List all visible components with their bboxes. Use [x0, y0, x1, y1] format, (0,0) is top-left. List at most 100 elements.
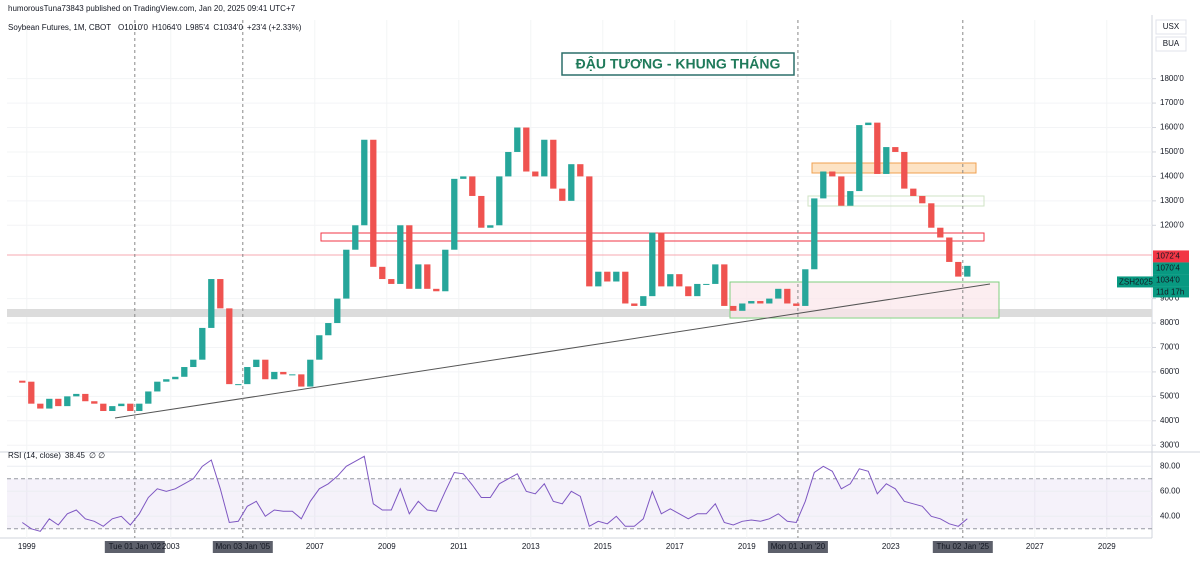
candle — [397, 225, 404, 284]
candle — [370, 139, 377, 267]
candle — [838, 176, 845, 206]
candle — [865, 122, 872, 126]
candle — [703, 283, 710, 285]
title-box — [561, 52, 795, 76]
candles — [19, 122, 971, 412]
countdown: 11d 17h — [1156, 288, 1184, 297]
candle — [442, 249, 449, 292]
candle — [613, 271, 620, 282]
candle — [802, 269, 809, 306]
candle — [145, 391, 152, 404]
candle — [946, 237, 953, 262]
candle — [388, 279, 395, 284]
ohlc-value: L985'4 — [186, 23, 210, 32]
candle — [55, 398, 62, 407]
candle — [253, 359, 260, 368]
candle — [883, 147, 890, 174]
price-badge-label: 1072'4 — [1156, 252, 1180, 261]
y-tick-label: 400'0 — [1160, 416, 1180, 425]
candle — [460, 176, 467, 179]
rsi-tick-label: 40.00 — [1160, 511, 1181, 520]
rsi-band — [7, 478, 1152, 529]
candle — [514, 127, 521, 152]
ohlc-value: C1034'0 — [213, 23, 243, 32]
toolbar-item[interactable]: USX — [1163, 22, 1180, 31]
candle — [667, 274, 674, 287]
candle — [586, 176, 593, 287]
rsi-tick-label: 80.00 — [1160, 461, 1181, 470]
candle — [424, 264, 431, 289]
candle — [928, 203, 935, 228]
candle — [64, 396, 71, 407]
candle — [532, 171, 539, 177]
candle — [604, 271, 611, 282]
x-tick-label: 2011 — [450, 542, 468, 551]
candle — [334, 298, 341, 324]
marker-badge — [104, 541, 165, 553]
y-tick-label: 1200'0 — [1160, 220, 1184, 229]
candle — [721, 264, 728, 306]
candle — [955, 261, 962, 277]
rsi-extra: ∅ ∅ — [89, 451, 105, 460]
x-tick-label: 2023 — [882, 542, 900, 551]
candle — [163, 379, 170, 382]
candle — [415, 264, 422, 289]
candle — [964, 265, 971, 277]
marker-label: Mon 01 Jun '20 — [771, 542, 826, 551]
candle — [892, 147, 899, 152]
x-tick-label: 2013 — [522, 542, 540, 551]
ohlc-value: H1064'0 — [152, 23, 182, 32]
title: ĐẬU TƯƠNG - KHUNG THÁNG — [576, 55, 781, 72]
candle — [505, 151, 512, 177]
candle — [550, 139, 557, 189]
candle — [577, 164, 584, 177]
candle — [919, 195, 926, 204]
ohlc-value: +23'4 (+2.33%) — [247, 23, 302, 32]
candle — [154, 381, 161, 392]
x-tick-label: 1999 — [18, 542, 36, 551]
candle — [352, 225, 359, 250]
candle — [568, 164, 575, 201]
candle — [685, 286, 692, 297]
ohlc-value: O1010'0 — [118, 23, 149, 32]
ohlc-legend: O1010'0 H1064'0 L985'4 C1034'0 +23'4 (+2.33%… — [118, 23, 302, 32]
candle — [874, 122, 881, 174]
candle — [649, 232, 656, 297]
marker-badge — [767, 541, 828, 553]
toolbar-box[interactable] — [1155, 19, 1187, 35]
candle — [901, 151, 908, 189]
grid — [7, 20, 1152, 538]
candle — [325, 323, 332, 336]
y-tick-label: 600'0 — [1160, 367, 1180, 376]
y-tick-label: 700'0 — [1160, 343, 1180, 352]
candle — [199, 327, 206, 360]
candle — [856, 125, 863, 192]
candle — [82, 393, 89, 402]
candle — [361, 139, 368, 226]
candle — [37, 403, 44, 409]
symbol: Soybean Futures, 1M, CBOT — [8, 23, 111, 32]
candle — [73, 393, 80, 397]
candle — [811, 198, 818, 270]
candle — [262, 359, 269, 380]
toolbar-box[interactable] — [1155, 36, 1187, 52]
candle — [91, 401, 98, 404]
ticker: ZSH2025 — [1119, 278, 1153, 287]
x-tick-label: 2009 — [378, 542, 396, 551]
candle — [379, 266, 386, 280]
toolbar-item[interactable]: BUA — [1163, 39, 1180, 48]
candle — [406, 225, 413, 289]
candle — [793, 303, 800, 306]
marker-label: Tue 01 Jan '02 — [109, 542, 162, 551]
candle — [496, 176, 503, 226]
y-tick-label: 1700'0 — [1160, 98, 1184, 107]
y-tick-label: 1300'0 — [1160, 196, 1184, 205]
candle — [694, 283, 701, 297]
candle — [451, 178, 458, 250]
y-tick-label: 1400'0 — [1160, 172, 1184, 181]
marker-badge — [212, 541, 273, 553]
y-tick-label: 1800'0 — [1160, 74, 1184, 83]
price-badge — [1153, 274, 1189, 287]
candle — [622, 271, 629, 304]
candle — [910, 188, 917, 196]
